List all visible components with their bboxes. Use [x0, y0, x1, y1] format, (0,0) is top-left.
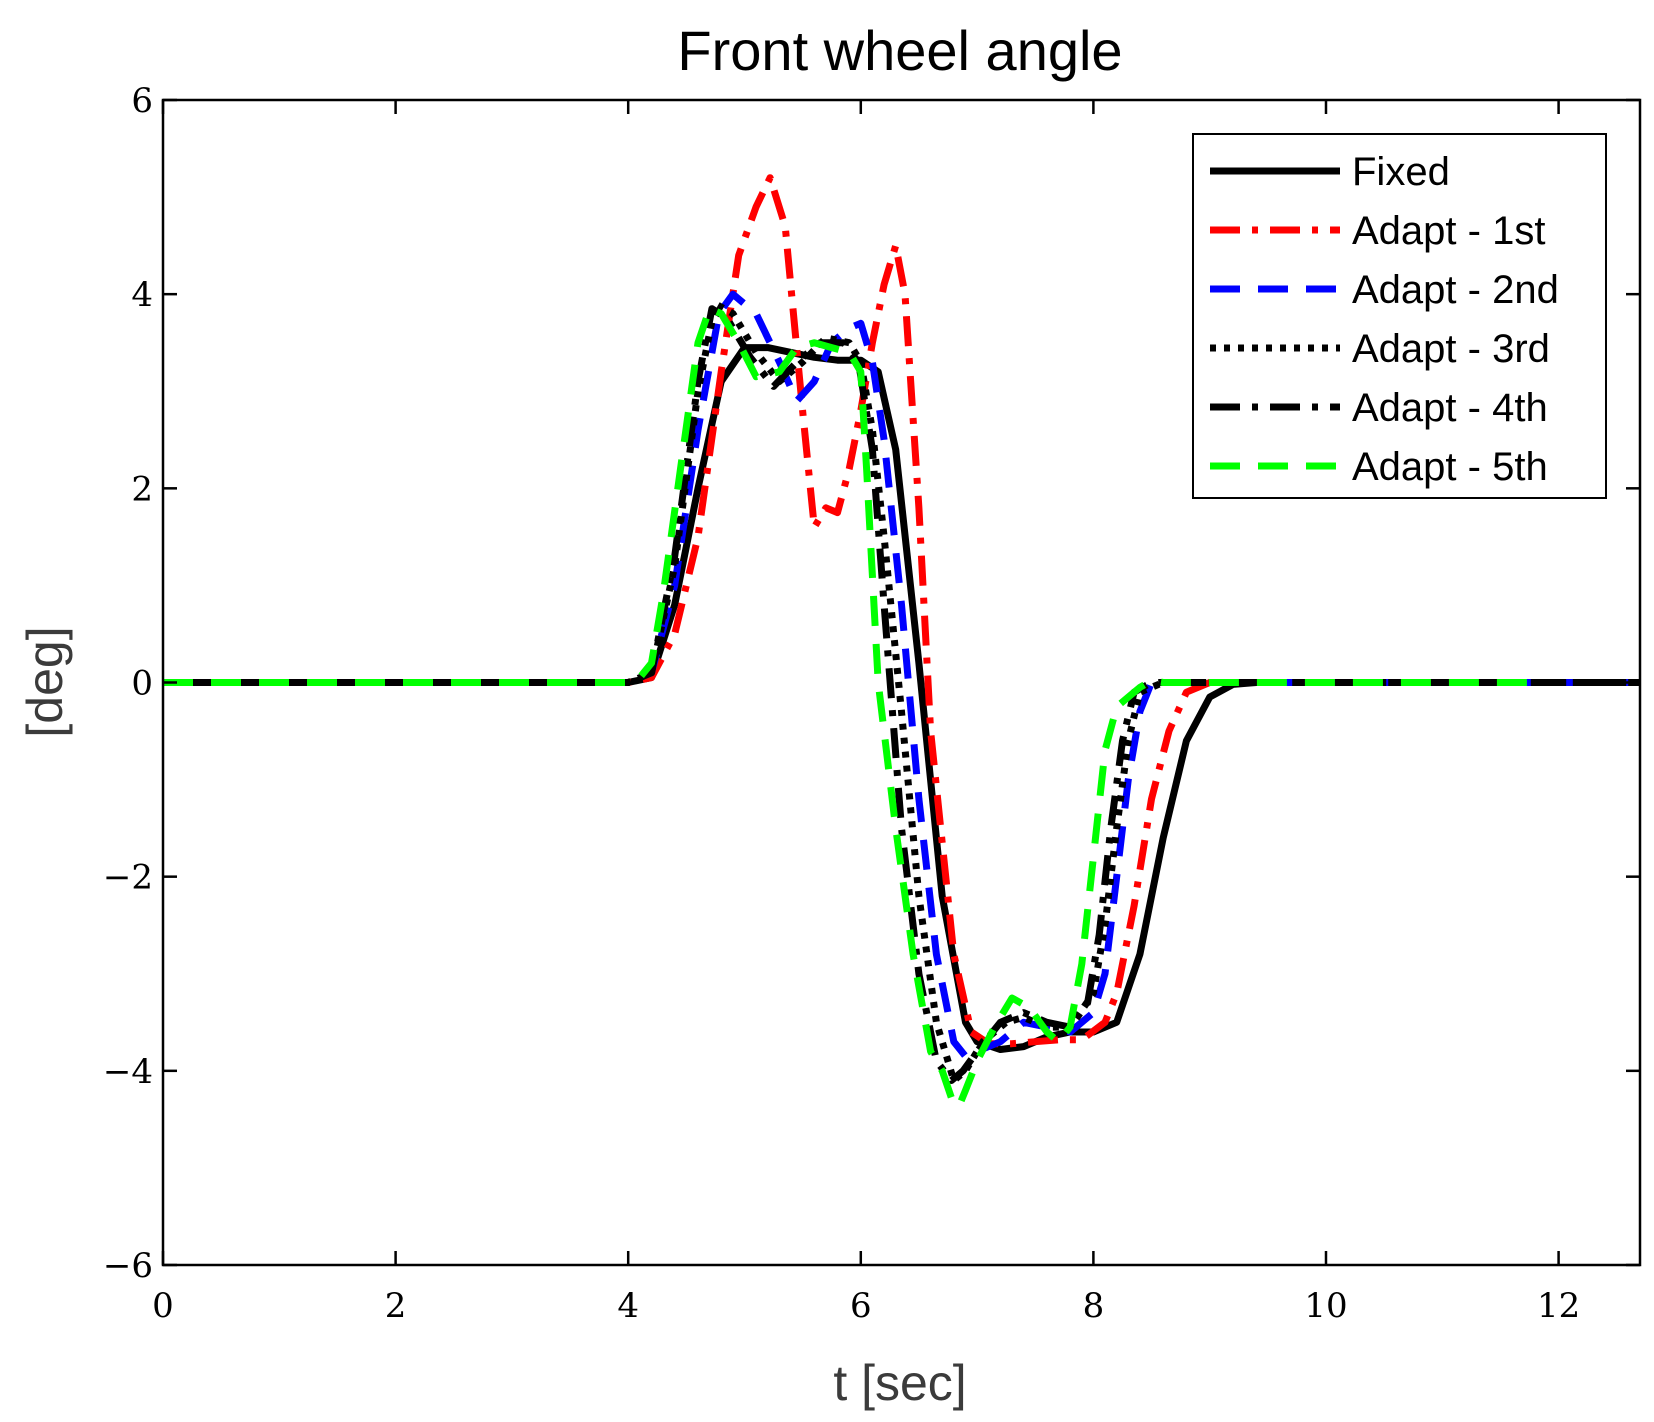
legend-label: Adapt - 1st	[1352, 209, 1545, 253]
x-tick-label: 8	[1083, 1286, 1105, 1326]
y-tick-label: 6	[131, 81, 153, 121]
x-axis-label: t [sec]	[833, 1355, 966, 1411]
y-tick-label: −4	[103, 1052, 153, 1092]
x-tick-label: 6	[850, 1286, 872, 1326]
legend: Fixed Adapt - 1st Adapt - 2nd Adapt - 3rd Ad…	[1192, 133, 1607, 499]
legend-label: Adapt - 4th	[1352, 386, 1548, 430]
y-axis-label: [deg]	[17, 626, 73, 737]
legend-label: Fixed	[1352, 150, 1450, 194]
y-tick-label: −2	[103, 858, 153, 898]
series-line-adapt-1st	[163, 174, 1292, 1048]
series-layer	[163, 174, 1640, 1109]
x-tick-label: 2	[385, 1286, 407, 1326]
ticks-layer: 0 2 4 6 8 10 12 −6 −4 −2 0 2 4 6	[103, 81, 1640, 1326]
legend-box	[1192, 133, 1607, 499]
x-tick-label: 0	[152, 1286, 174, 1326]
series-line-adapt-2nd	[163, 290, 1640, 1060]
x-tick-label: 10	[1304, 1286, 1347, 1326]
chart-title: Front wheel angle	[677, 19, 1122, 82]
legend-label: Adapt - 3rd	[1352, 327, 1550, 371]
legend-label: Adapt - 2nd	[1352, 268, 1559, 312]
y-tick-label: −6	[103, 1246, 153, 1286]
legend-entries: Fixed Adapt - 1st Adapt - 2nd Adapt - 3rd Ad…	[1210, 150, 1559, 489]
legend-label: Adapt - 5th	[1352, 445, 1548, 489]
y-tick-label: 4	[131, 275, 153, 315]
y-tick-label: 0	[131, 664, 153, 704]
series-line-adapt-3rd	[163, 300, 1640, 1084]
x-tick-label: 12	[1537, 1286, 1580, 1326]
y-tick-label: 2	[131, 469, 153, 509]
x-tick-label: 4	[617, 1286, 639, 1326]
